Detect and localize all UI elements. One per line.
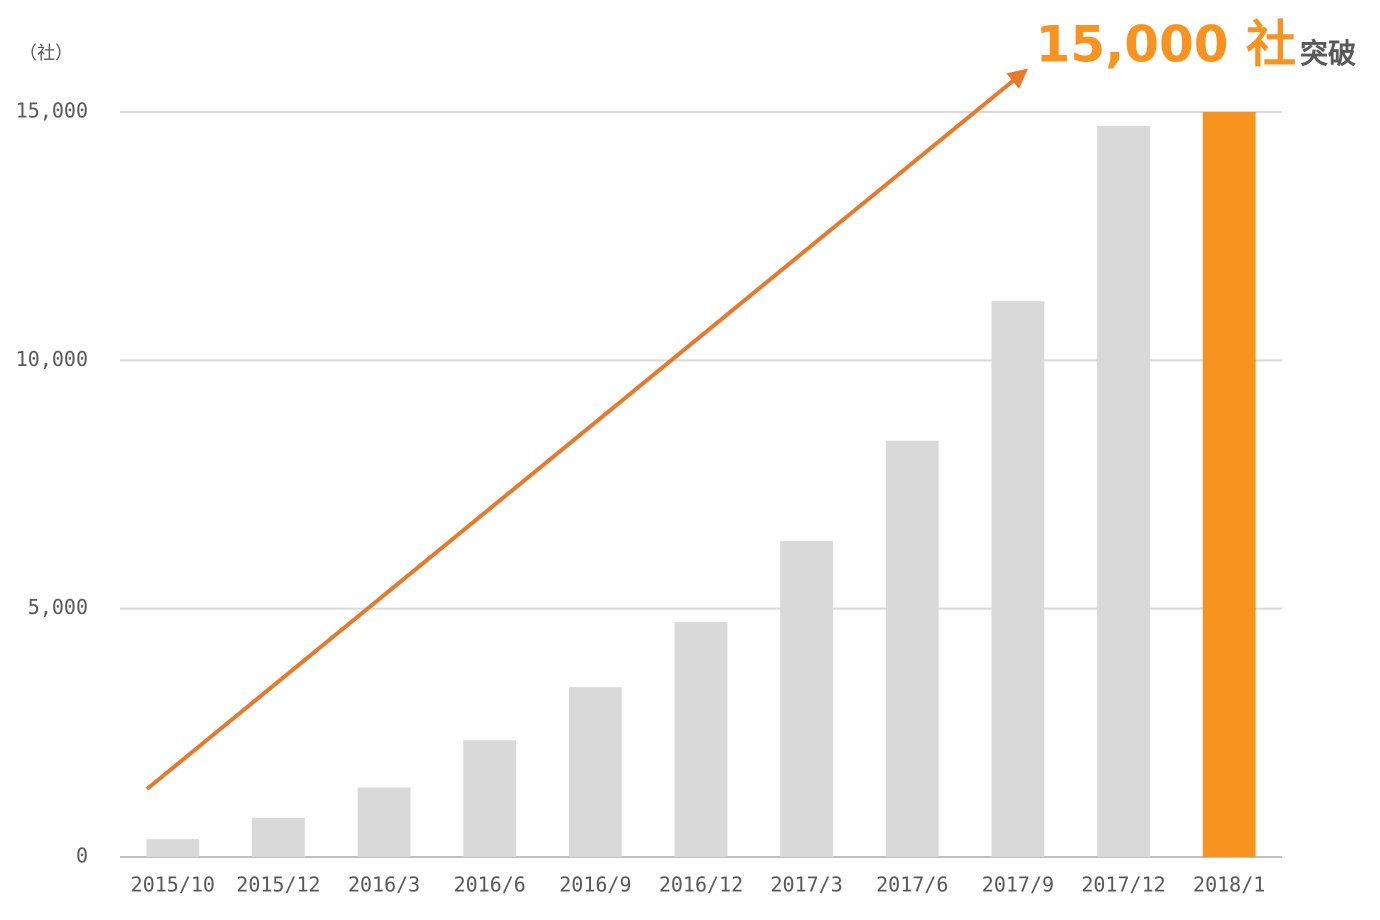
bar (568, 687, 622, 857)
y-tick-label: 0 (76, 844, 88, 868)
y-tick-label: 15,000 (16, 99, 88, 123)
x-tick-label: 2017/9 (982, 873, 1054, 897)
bar (1202, 112, 1256, 857)
bar (885, 440, 939, 857)
x-tick-label: 2016/9 (559, 873, 631, 897)
x-tick-label: 2017/6 (876, 873, 948, 897)
bar (252, 817, 305, 857)
x-tick-label: 2018/1 (1193, 873, 1265, 897)
bar (463, 740, 517, 857)
bar (991, 301, 1045, 858)
y-tick-label: 5,000 (28, 595, 88, 619)
bar (1097, 125, 1150, 857)
bar (357, 787, 411, 857)
unit-label: （社） (19, 43, 73, 64)
annotation-suffix: 突破 (1300, 37, 1356, 70)
x-tick-label: 2016/6 (454, 873, 526, 897)
x-tick-label: 2016/12 (659, 873, 743, 897)
bar (674, 622, 728, 857)
x-tick-label: 2017/3 (771, 873, 843, 897)
x-tick-label: 2017/12 (1081, 873, 1165, 897)
y-tick-label: 10,000 (16, 347, 88, 371)
annotation: 15,000 社 (1036, 16, 1296, 74)
trend-arrow (145, 68, 1029, 791)
x-tick-label: 2016/3 (348, 873, 420, 897)
bar (146, 839, 200, 857)
x-tick-label: 2015/12 (236, 873, 320, 897)
bar (780, 541, 834, 857)
x-tick-label: 2015/10 (131, 873, 215, 897)
